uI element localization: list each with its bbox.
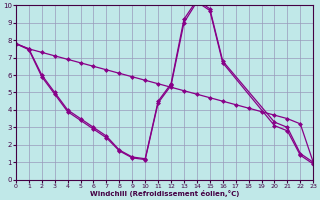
X-axis label: Windchill (Refroidissement éolien,°C): Windchill (Refroidissement éolien,°C) (90, 190, 239, 197)
